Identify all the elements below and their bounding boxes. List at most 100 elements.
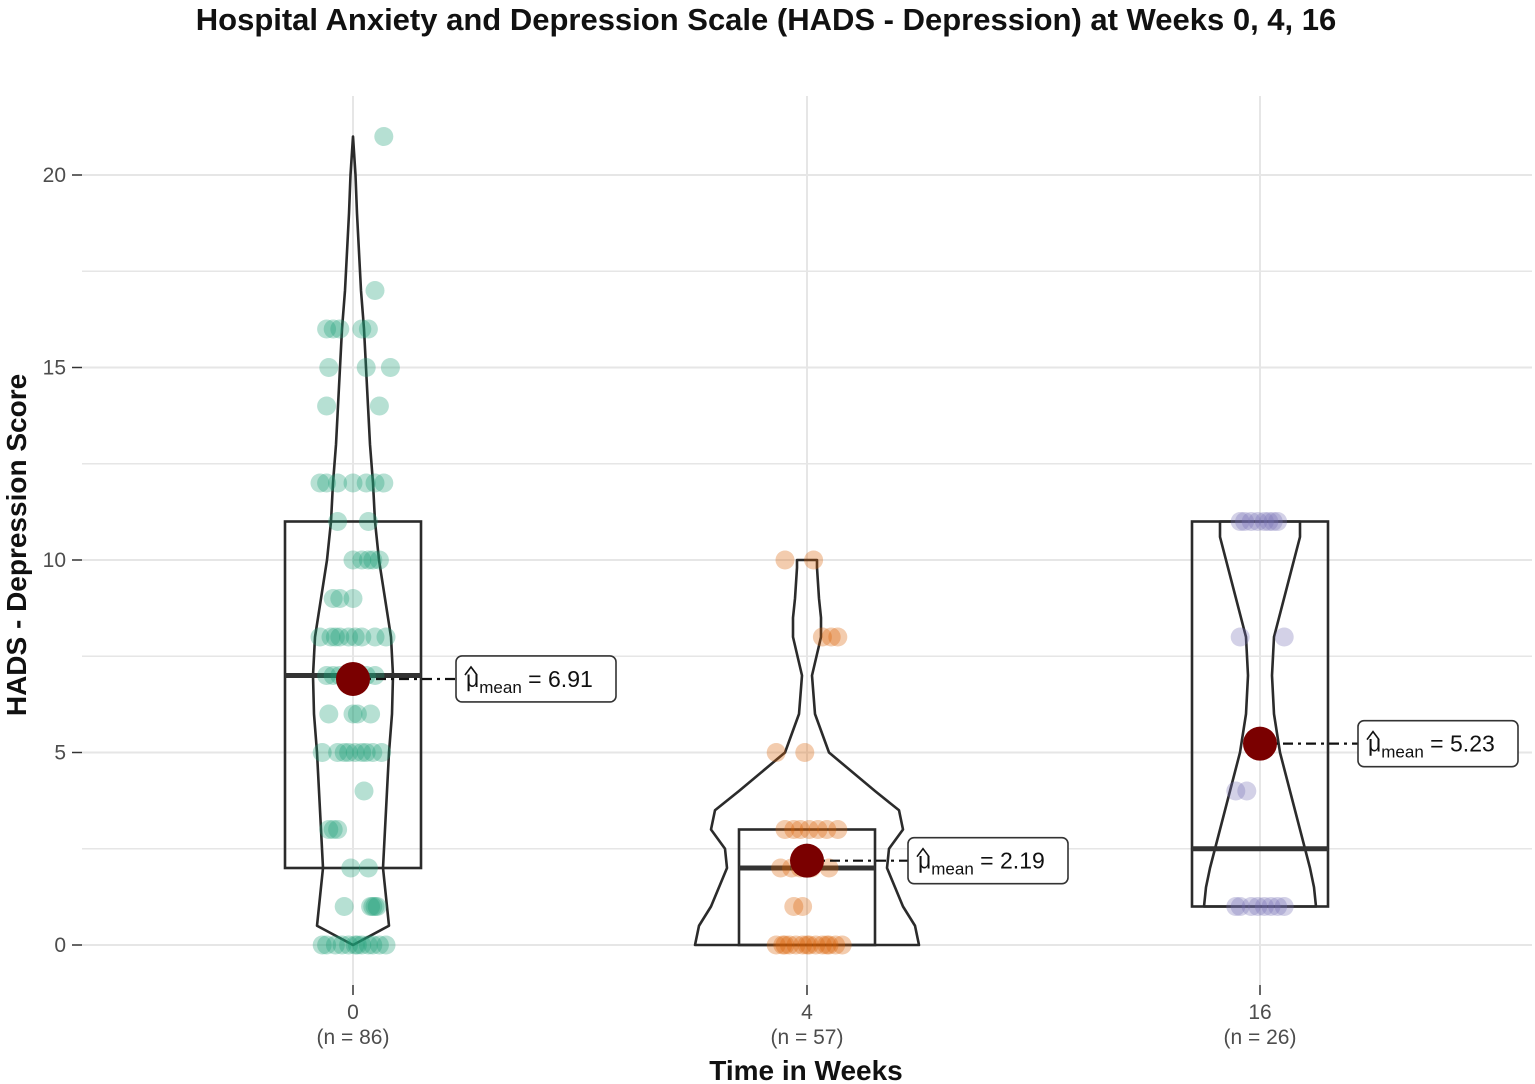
data-point — [766, 935, 786, 955]
data-point — [799, 820, 819, 839]
data-point — [310, 627, 330, 647]
y-axis-ticks: 0 5 10 15 20 — [43, 164, 82, 957]
data-point — [319, 358, 339, 377]
data-point — [1263, 512, 1283, 531]
data-point — [819, 858, 839, 878]
data-point — [819, 935, 839, 955]
data-point — [380, 358, 400, 377]
data-point — [832, 935, 852, 955]
data-point — [317, 935, 337, 955]
mean-label-box — [1357, 719, 1519, 768]
data-point — [1235, 512, 1255, 531]
data-point — [339, 935, 359, 955]
y-tick-label: 15 — [43, 357, 66, 380]
data-point — [345, 627, 365, 647]
data-point — [1254, 897, 1274, 916]
data-point — [369, 396, 389, 416]
data-point — [784, 820, 804, 839]
data-point — [817, 935, 837, 955]
data-point — [1274, 627, 1294, 647]
data-point — [339, 743, 359, 762]
data-point — [312, 743, 332, 762]
data-point — [361, 704, 381, 724]
data-point — [775, 550, 795, 570]
data-point — [334, 743, 354, 762]
violin-0 — [311, 135, 395, 947]
data-point — [317, 319, 337, 339]
data-point — [766, 743, 786, 762]
data-point — [352, 935, 372, 955]
y-tick-label: 20 — [43, 164, 66, 187]
mean-label-box — [907, 836, 1069, 885]
data-point — [343, 550, 363, 570]
data-point — [828, 627, 848, 647]
mean-label-box — [455, 655, 617, 703]
data-point — [325, 935, 345, 955]
data-point — [347, 935, 367, 955]
data-point — [808, 820, 828, 839]
box-0 — [283, 520, 423, 870]
data-point — [812, 935, 832, 955]
data-point — [790, 820, 810, 839]
data-point — [1248, 897, 1268, 916]
data-point — [356, 743, 376, 762]
x-axis-title: Time in Weeks — [709, 1055, 903, 1084]
data-point — [793, 897, 813, 916]
data-point — [367, 897, 387, 916]
data-point — [356, 473, 376, 493]
data-point — [812, 627, 832, 647]
data-point — [372, 743, 392, 762]
data-point — [365, 627, 385, 647]
data-point — [361, 897, 381, 916]
data-point — [1268, 512, 1288, 531]
data-point — [317, 666, 337, 685]
mean-point-0 — [336, 661, 370, 696]
data-point — [330, 319, 350, 339]
data-point — [352, 550, 372, 570]
data-point — [365, 897, 385, 916]
data-point — [363, 897, 383, 916]
data-point — [358, 319, 378, 339]
data-point — [1226, 897, 1246, 916]
data-point — [339, 627, 359, 647]
boxplots — [283, 520, 1330, 947]
data-point — [328, 743, 348, 762]
data-point — [1226, 781, 1246, 801]
x-tick-n-16: (n = 26) — [1224, 1026, 1297, 1049]
data-point — [376, 627, 396, 647]
data-point — [374, 473, 394, 493]
data-point — [773, 935, 793, 955]
data-point — [795, 743, 815, 762]
data-point — [347, 704, 367, 724]
data-point — [1274, 897, 1294, 916]
data-point — [345, 935, 365, 955]
data-point — [806, 935, 826, 955]
data-point — [343, 473, 363, 493]
means: μmean = 6.91 μmean = 2.19 μmean = 5.23 — [336, 655, 1519, 885]
data-point — [323, 820, 343, 839]
data-point — [779, 935, 799, 955]
data-point — [352, 319, 372, 339]
y-tick-label: 10 — [43, 549, 66, 572]
data-point — [363, 743, 383, 762]
data-point — [352, 627, 372, 647]
data-point — [328, 512, 348, 531]
data-point — [341, 858, 361, 878]
x-tick-n-4: (n = 57) — [771, 1026, 844, 1049]
data-point — [358, 550, 378, 570]
data-point — [330, 589, 350, 608]
data-point — [369, 550, 389, 570]
data-point — [343, 704, 363, 724]
data-point — [775, 820, 795, 839]
data-point — [312, 935, 332, 955]
data-point — [352, 743, 372, 762]
x-tick-label-4: 4 — [801, 1001, 813, 1024]
mean-label-4: μmean = 2.19 — [918, 848, 1045, 879]
mean-label-16: μmean = 5.23 — [1368, 731, 1495, 762]
data-point — [319, 704, 339, 724]
y-tick-label: 5 — [54, 742, 66, 765]
box-16 — [1190, 520, 1330, 908]
data-point — [356, 358, 376, 377]
hat-icon — [1366, 730, 1380, 741]
